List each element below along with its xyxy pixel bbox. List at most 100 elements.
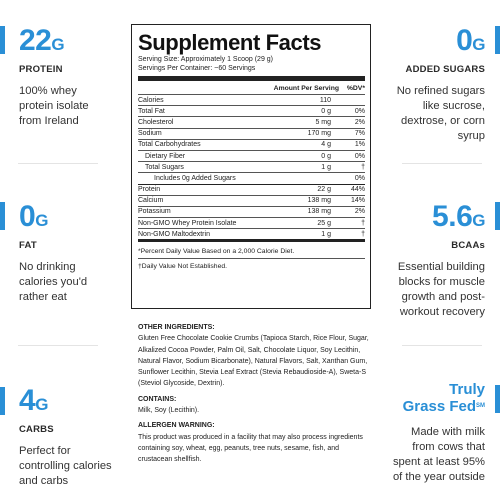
facts-row: Non-GMO Whey Protein Isolate 25 g †	[138, 217, 365, 228]
allergen-text: This product was produced in a facility …	[138, 433, 363, 464]
nutrient-amount: 110	[319, 96, 331, 104]
facts-rows: Calories 110 Total Fat 0 g 0% Cholesterol 5 mg…	[138, 94, 365, 239]
footnote-separator	[138, 258, 365, 260]
nutrient-name: Sodium	[138, 130, 162, 138]
stat-label: FAT	[19, 240, 37, 251]
nutrient-dv: 0%	[354, 174, 365, 182]
nutrient-amount: 1 g	[321, 230, 331, 238]
facts-row: Calcium 138 mg 14%	[138, 194, 365, 206]
facts-row: Dietary Fiber 0 g 0%	[138, 149, 365, 161]
accent-bar-protein	[0, 26, 5, 54]
facts-bottom-rule	[138, 239, 365, 243]
accent-bar-carbs	[0, 387, 5, 415]
nutrient-dv: 0%	[354, 107, 365, 115]
stat-number: 4G	[19, 384, 48, 417]
nutrient-dv: 2%	[354, 208, 365, 216]
nutrient-amount: 25 g	[317, 219, 331, 227]
facts-row: Protein 22 g 44%	[138, 183, 365, 195]
nutrient-amount: 138 mg	[307, 208, 331, 216]
nutrient-name: Dietary Fiber	[145, 152, 186, 160]
stat-description: Essential building blocks for muscle growt…	[397, 261, 485, 318]
accent-bar-fat	[0, 202, 5, 230]
serving-size: Serving Size: Approximately 1 Scoop (29 …	[138, 56, 274, 63]
stat-description: No drinking calories you'd rather eat	[19, 261, 88, 303]
nutrient-name: Calcium	[138, 197, 164, 205]
other-ingredients-text: Gluten Free Chocolate Cookie Crumbs (Tap…	[138, 335, 369, 388]
nutrient-name: Total Fat	[138, 107, 165, 115]
stat-description: Made with milk from cows that spent at lea…	[392, 426, 485, 483]
nutrient-amount: 170 mg	[307, 130, 331, 138]
stat-number: 22G	[19, 24, 65, 57]
facts-row: Calories 110	[138, 94, 365, 105]
contains-heading: CONTAINS:	[138, 395, 177, 403]
facts-row: Potassium 138 mg 2%	[138, 205, 365, 217]
stat-number: 5.6G	[432, 200, 485, 233]
stat-description: 100% whey protein isolate from Ireland	[19, 85, 89, 127]
nutrient-amount: 5 mg	[315, 118, 331, 126]
nutrient-dv: 1%	[354, 141, 365, 149]
servings-per-container: Servings Per Container: ~60 Servings	[138, 65, 256, 72]
accent-bar-bcaas	[495, 202, 500, 230]
stat-added-sugars: 0G ADDED SUGARS No refined sugars like su…	[367, 24, 486, 144]
divider-left-2	[18, 345, 98, 346]
nutrient-name: Non-GMO Whey Protein Isolate	[138, 219, 237, 227]
accent-bar-added-sugars	[495, 26, 500, 54]
stat-number: 0G	[456, 24, 485, 57]
divider-left-1	[18, 163, 98, 164]
nutrient-dv: †	[361, 230, 365, 238]
stat-protein: 22G PROTEIN 100% whey protein isolate from…	[19, 26, 139, 129]
accent-bar-grass-fed	[495, 385, 500, 413]
nutrient-dv: 14%	[350, 197, 365, 205]
contains-text: Milk, Soy (Lecithin).	[138, 407, 200, 415]
nutrient-amount: 4 g	[321, 141, 331, 149]
nutrient-dv: 44%	[350, 186, 365, 194]
nutrient-name: Cholesterol	[138, 118, 174, 126]
allergen-heading: ALLERGEN WARNING:	[138, 422, 215, 430]
nutrient-amount: 22 g	[317, 186, 331, 194]
facts-row: Non-GMO Maltodextrin 1 g †	[138, 228, 365, 239]
stat-label: PROTEIN	[19, 64, 63, 75]
stat-label: CARBS	[19, 424, 54, 435]
nutrient-dv: †	[361, 219, 365, 227]
facts-row: Sodium 170 mg 7%	[138, 127, 365, 139]
nutrient-amount: 138 mg	[307, 197, 331, 205]
stat-description: Perfect for controlling calories and carbs	[19, 445, 112, 487]
divider-right-1	[402, 163, 482, 164]
supplement-facts-panel: Supplement Facts Serving Size: Approxima…	[131, 24, 371, 309]
nutrient-dv: 7%	[354, 130, 365, 138]
footnote-not-established: †Daily Value Not Established.	[138, 263, 228, 271]
footnote-dv: *Percent Daily Value Based on a 2,000 Ca…	[138, 248, 295, 256]
stat-grass-fed: Truly Grass FedSM Made with milk from cow…	[367, 381, 485, 485]
grass-fed-title: Truly Grass FedSM	[402, 381, 485, 415]
facts-row: Cholesterol 5 mg 2%	[138, 116, 365, 127]
nutrient-name: Protein	[138, 186, 161, 194]
divider-right-2	[402, 345, 482, 346]
nutrient-name: Total Sugars	[145, 163, 184, 171]
stat-number: 0G	[19, 200, 48, 233]
nutrient-name: Non-GMO Maltodextrin	[138, 230, 210, 238]
facts-row: Total Fat 0 g 0%	[138, 105, 365, 116]
facts-header-row: Amount Per Serving %DV*	[273, 85, 365, 92]
nutrient-amount: 1 g	[321, 163, 331, 171]
nutrient-name: Includes 0g Added Sugars	[154, 174, 236, 182]
facts-row: Total Carbohydrates 4 g 1%	[138, 138, 365, 150]
nutrient-dv: 2%	[354, 118, 365, 126]
nutrient-name: Potassium	[138, 208, 171, 216]
stat-label: ADDED SUGARS	[405, 64, 485, 75]
nutrient-name: Calories	[138, 96, 164, 104]
stat-fat: 0G FAT No drinking calories you'd rather e…	[19, 202, 139, 305]
nutrient-amount: 0 g	[321, 107, 331, 115]
nutrient-name: Total Carbohydrates	[138, 141, 201, 149]
facts-title: Supplement Facts	[138, 30, 322, 55]
stat-bcaas: 5.6G BCAAs Essential building blocks for …	[367, 200, 486, 320]
ingredients-section: OTHER INGREDIENTS: Gluten Free Chocolate…	[138, 322, 370, 470]
nutrient-amount: 0 g	[321, 152, 331, 160]
stat-label: BCAAs	[451, 240, 485, 251]
facts-thick-rule	[138, 76, 365, 81]
facts-row: Includes 0g Added Sugars 0%	[138, 172, 365, 183]
other-ingredients-heading: OTHER INGREDIENTS:	[138, 324, 215, 331]
stat-description: No refined sugars like sucrose, dextrose, …	[396, 85, 485, 142]
stat-carbs: 4G CARBS Perfect for controlling calories…	[19, 386, 144, 489]
facts-row: Total Sugars 1 g †	[138, 161, 365, 172]
nutrient-dv: 0%	[354, 152, 365, 160]
